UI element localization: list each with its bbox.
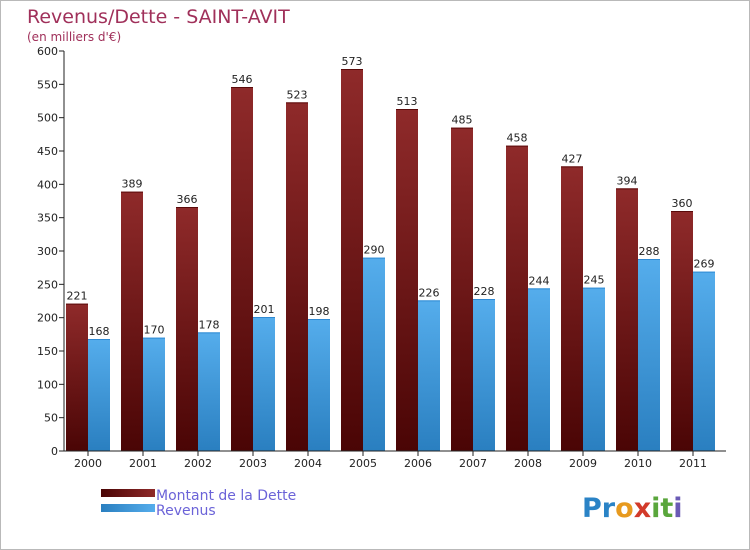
revenus-value-label: 269 <box>694 258 715 271</box>
revenus-bar <box>308 319 330 451</box>
revenus-bar <box>583 287 605 451</box>
dette-value-label: 360 <box>672 197 693 210</box>
dette-bar <box>231 87 253 451</box>
dette-bar <box>286 102 308 451</box>
dette-value-label: 394 <box>617 174 638 187</box>
revenus-bar <box>198 332 220 451</box>
y-tick-label: 100 <box>37 378 58 391</box>
dette-value-label: 513 <box>397 95 418 108</box>
dette-bar <box>671 211 693 451</box>
revenus-value-label: 290 <box>364 244 385 257</box>
x-tick-label: 2001 <box>129 457 157 470</box>
dette-value-label: 573 <box>342 55 363 68</box>
bars: 221 389 366 546 523 573 513 485 458 427 394 360 168 1… <box>66 55 715 452</box>
x-tick-label: 2011 <box>679 457 707 470</box>
chart-subtitle: (en milliers d'€) <box>27 30 121 44</box>
revenus-bar <box>88 339 110 451</box>
dette-bar <box>616 188 638 452</box>
revenus-bar <box>143 337 165 451</box>
y-tick-label: 50 <box>44 412 58 425</box>
dette-value-label: 458 <box>507 132 528 145</box>
x-tick-label: 2009 <box>569 457 597 470</box>
dette-value-label: 485 <box>452 114 473 127</box>
logo-letter: P <box>582 493 602 524</box>
y-tick-label: 500 <box>37 112 58 125</box>
dette-bar <box>396 109 418 451</box>
x-tick-label: 2005 <box>349 457 377 470</box>
dette-value-label: 366 <box>177 193 198 206</box>
dette-value-label: 427 <box>562 152 583 165</box>
x-tick-label: 2004 <box>294 457 322 470</box>
logo-letter: t <box>660 493 673 524</box>
revenus-bar <box>638 259 660 451</box>
y-tick-label: 350 <box>37 212 58 225</box>
y-tick-label: 300 <box>37 245 58 258</box>
legend-label-dette: Montant de la Dette <box>156 488 296 504</box>
x-tick-label: 2010 <box>624 457 652 470</box>
logo-letter: i <box>673 493 682 524</box>
revenus-value-label: 245 <box>584 274 605 287</box>
legend-label-revenus: Revenus <box>156 503 216 519</box>
dette-bar <box>451 127 473 452</box>
dette-bar <box>506 145 528 451</box>
revenus-value-label: 178 <box>199 318 220 331</box>
revenus-bar <box>253 317 275 451</box>
y-tick-label: 450 <box>37 145 58 158</box>
y-tick-label: 550 <box>37 78 58 91</box>
y-tick-label: 400 <box>37 178 58 191</box>
x-tick-label: 2003 <box>239 457 267 470</box>
x-tick-label: 2006 <box>404 457 432 470</box>
y-tick-label: 0 <box>51 445 58 458</box>
dette-value-label: 523 <box>287 88 308 101</box>
proxiti-logo: Proxiti <box>582 493 683 524</box>
dette-bar <box>121 191 143 451</box>
dette-bar <box>66 303 88 451</box>
y-tick-label: 600 <box>37 45 58 58</box>
y-tick-label: 250 <box>37 278 58 291</box>
revenus-value-label: 244 <box>529 274 550 287</box>
x-tick-label: 2008 <box>514 457 542 470</box>
y-tick-label: 200 <box>37 312 58 325</box>
revenus-value-label: 170 <box>144 324 165 337</box>
revenus-value-label: 201 <box>254 303 275 316</box>
revenus-value-label: 198 <box>309 305 330 318</box>
revenus-value-label: 288 <box>639 245 660 258</box>
y-tick-label: 150 <box>37 345 58 358</box>
chart-title: Revenus/Dette - SAINT-AVIT <box>27 6 290 28</box>
revenus-bar <box>363 257 385 451</box>
dette-value-label: 389 <box>122 178 143 191</box>
dette-value-label: 546 <box>232 73 253 86</box>
x-tick-label: 2002 <box>184 457 212 470</box>
revenus-value-label: 168 <box>89 325 110 338</box>
x-tick-label: 2007 <box>459 457 487 470</box>
x-axis: 2000 2001 2002 2003 2004 2005 2006 2007 2008 2009… <box>64 450 726 470</box>
logo-letter: x <box>634 493 651 524</box>
y-axis: 0 50 100 150 200 250 300 350 400 450 500 550 600 <box>37 45 65 458</box>
revenus-value-label: 226 <box>419 286 440 299</box>
legend: Montant de la Dette Revenus <box>101 488 296 519</box>
logo-letter: o <box>615 493 634 524</box>
revenus-bar <box>528 288 550 451</box>
legend-swatch-revenus <box>101 504 155 512</box>
revenus-bar <box>418 300 440 451</box>
revenus-bar <box>473 299 495 451</box>
revenus-value-label: 228 <box>474 285 495 298</box>
logo-letter: r <box>602 493 616 524</box>
x-tick-label: 2000 <box>74 457 102 470</box>
logo-letter: i <box>651 493 660 524</box>
dette-bar <box>341 69 363 451</box>
legend-swatch-dette <box>101 489 155 497</box>
dette-bar <box>176 207 198 451</box>
dette-bar <box>561 166 583 452</box>
dette-value-label: 221 <box>67 290 88 303</box>
revenus-bar <box>693 271 715 451</box>
